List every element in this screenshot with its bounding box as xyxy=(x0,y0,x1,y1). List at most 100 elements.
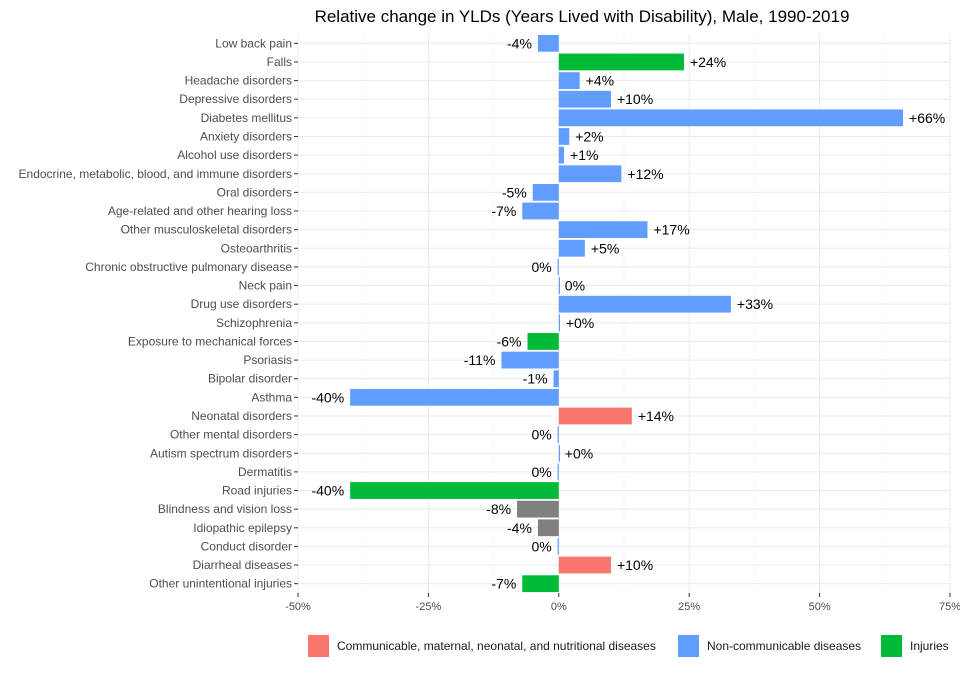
category-label: Road injuries xyxy=(222,484,292,498)
bar xyxy=(350,482,559,499)
bar xyxy=(522,202,559,220)
category-label: Drug use disorders xyxy=(191,297,292,311)
bar xyxy=(558,295,731,313)
category-label: Alcohol use disorders xyxy=(177,148,292,162)
bar xyxy=(558,165,622,183)
bar xyxy=(558,407,632,425)
legend-label: Communicable, maternal, neonatal, and nu… xyxy=(337,639,656,653)
category-label: Blindness and vision loss xyxy=(158,502,292,516)
category-label: Osteoarthritis xyxy=(221,241,292,255)
data-label: 0% xyxy=(565,278,585,294)
data-label: -8% xyxy=(486,501,511,517)
data-label: -7% xyxy=(491,576,516,592)
data-label: -5% xyxy=(502,184,527,200)
bar xyxy=(558,146,565,164)
bar xyxy=(557,463,559,481)
x-tick-label: 75% xyxy=(939,601,960,613)
bar xyxy=(527,333,559,350)
data-label: 0% xyxy=(532,427,552,443)
bar xyxy=(517,500,559,518)
data-label: +24% xyxy=(690,54,726,70)
bar xyxy=(558,221,648,239)
data-label: +17% xyxy=(653,222,689,238)
legend-label: Injuries xyxy=(910,639,949,653)
category-label: Bipolar disorder xyxy=(208,372,292,386)
category-label: Oral disorders xyxy=(217,185,292,199)
bar xyxy=(557,426,559,444)
data-label: +0% xyxy=(566,315,594,331)
category-label: Neck pain xyxy=(239,279,292,293)
value-labels: -4%+24%+4%+10%+66%+2%+1%+12%-5%-7%+17%+5… xyxy=(311,35,945,591)
category-label: Psoriasis xyxy=(243,353,292,367)
category-label: Low back pain xyxy=(215,36,292,50)
x-tick-label: 25% xyxy=(678,601,700,613)
data-label: -40% xyxy=(311,483,344,499)
bar xyxy=(537,519,559,537)
category-label: Depressive disorders xyxy=(179,92,292,106)
legend: Communicable, maternal, neonatal, and nu… xyxy=(308,635,949,657)
data-label: 0% xyxy=(532,259,552,275)
x-tick-label: -50% xyxy=(285,601,311,613)
category-label: Idiopathic epilepsy xyxy=(193,521,292,535)
category-label: Diarrheal diseases xyxy=(193,558,292,572)
bar xyxy=(558,556,611,574)
bar xyxy=(558,314,560,332)
chart-title: Relative change in YLDs (Years Lived wit… xyxy=(315,7,850,26)
category-label: Anxiety disorders xyxy=(200,129,292,143)
data-label: +12% xyxy=(627,166,663,182)
bar xyxy=(553,370,559,388)
x-tick-label: 50% xyxy=(809,601,831,613)
legend-key xyxy=(308,635,329,657)
category-label: Headache disorders xyxy=(185,74,292,88)
bar xyxy=(558,72,580,89)
category-label: Diabetes mellitus xyxy=(201,111,292,125)
category-label: Other unintentional injuries xyxy=(149,577,292,591)
data-label: +5% xyxy=(591,240,619,256)
bar xyxy=(558,239,585,257)
category-label: Neonatal disorders xyxy=(191,409,292,423)
data-label: -1% xyxy=(523,371,548,387)
x-tick-label: 0% xyxy=(551,601,567,613)
data-label: -11% xyxy=(464,352,496,368)
category-label: Falls xyxy=(267,55,292,69)
data-label: +10% xyxy=(617,557,653,573)
bars xyxy=(350,34,904,593)
bar xyxy=(558,128,570,145)
data-label: +1% xyxy=(570,147,598,163)
data-label: +0% xyxy=(565,445,593,461)
data-label: 0% xyxy=(532,464,552,480)
category-label: Dermatitis xyxy=(238,465,292,479)
bar xyxy=(350,388,559,406)
data-label: +10% xyxy=(617,91,653,107)
category-axis: Low back pain Falls Headache disorders Depr… xyxy=(19,36,293,590)
data-label: 0% xyxy=(532,538,552,554)
bar xyxy=(558,109,904,127)
data-label: -7% xyxy=(491,203,516,219)
legend-key xyxy=(881,635,902,657)
bar xyxy=(557,258,559,276)
x-tick-label: -25% xyxy=(416,601,442,613)
data-label: -6% xyxy=(497,333,522,349)
category-label: Age-related and other hearing loss xyxy=(108,204,292,218)
bar xyxy=(558,53,684,71)
data-label: -40% xyxy=(311,389,344,405)
category-label: Chronic obstructive pulmonary disease xyxy=(85,260,292,274)
bar xyxy=(537,34,559,52)
data-label: +66% xyxy=(909,110,945,126)
category-label: Other musculoskeletal disorders xyxy=(121,223,292,237)
legend-key xyxy=(678,635,699,657)
category-label: Asthma xyxy=(251,390,292,404)
data-label: +2% xyxy=(575,128,603,144)
category-label: Endocrine, metabolic, blood, and immune … xyxy=(19,167,292,181)
data-label: -4% xyxy=(507,520,532,536)
data-label: -4% xyxy=(507,35,532,51)
bar xyxy=(501,351,559,369)
category-label: Schizophrenia xyxy=(216,316,292,330)
data-label: +14% xyxy=(638,408,674,424)
bar xyxy=(557,538,559,555)
bar xyxy=(558,277,560,294)
bar xyxy=(558,444,560,462)
data-label: +4% xyxy=(586,73,614,89)
